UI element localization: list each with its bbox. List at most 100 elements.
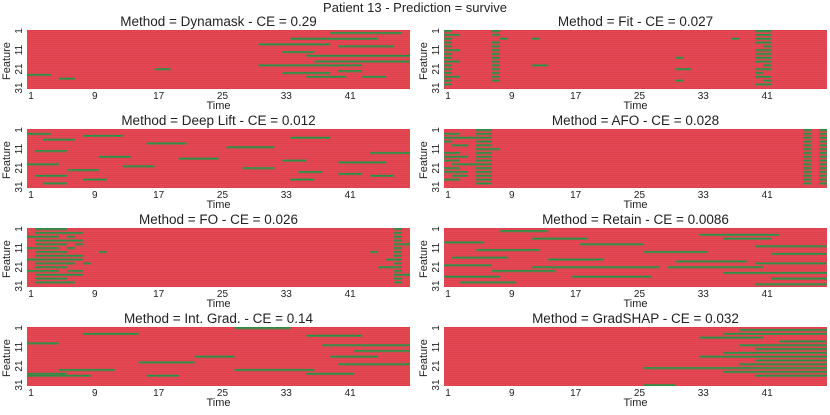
heatmap-cell [675, 68, 692, 71]
heatmap-cell [755, 56, 772, 59]
heatmap-cell [34, 262, 75, 265]
heatmap-cell [803, 144, 812, 147]
heatmap-cell [755, 75, 772, 78]
y-axis-label: Feature [418, 140, 430, 179]
y-tick-label: 11 [14, 44, 25, 56]
heatmap-cell [803, 140, 812, 143]
heatmap-cell [803, 132, 812, 136]
heatmap-panel [27, 30, 410, 89]
y-tick-label: 11 [431, 242, 442, 254]
heatmap-cell [290, 178, 315, 181]
heatmap-cell [779, 340, 827, 343]
heatmap-cell [531, 64, 548, 67]
y-axis-label: Feature [1, 239, 13, 278]
heatmap-cell [723, 370, 827, 374]
heatmap-cell [475, 136, 492, 139]
x-tick-label: 9 [509, 91, 515, 102]
heatmap-cell [803, 151, 812, 155]
heatmap-cell [306, 372, 355, 375]
heatmap-cell [444, 37, 452, 40]
heatmap-cell [499, 37, 508, 40]
heatmap-cell [491, 60, 500, 63]
heatmap-cell [763, 45, 772, 48]
heatmap-cell [803, 129, 812, 132]
x-tick-label: 41 [761, 388, 773, 399]
heatmap-cell [803, 136, 812, 139]
heatmap-cell [755, 30, 772, 33]
heatmap-cell [82, 178, 107, 181]
heatmap-cell [755, 347, 827, 351]
heatmap-cell [234, 368, 315, 372]
heatmap-cell [74, 243, 83, 246]
y-tick-label: 1 [431, 325, 442, 331]
heatmap-cell [58, 368, 115, 372]
heatmap-cell [755, 52, 772, 56]
heatmap-cell [290, 136, 331, 139]
y-tick-label: 11 [14, 143, 25, 155]
y-tick-label: 21 [431, 261, 442, 273]
heatmap-cell [755, 262, 827, 265]
heatmap-cell [444, 170, 468, 174]
heatmap-cell [763, 79, 772, 82]
panel-title: Method = Deep Lift - CE = 0.012 [121, 113, 316, 128]
x-tick-label: 33 [697, 91, 709, 102]
heatmap-cell [282, 159, 307, 162]
x-tick-label: 17 [153, 289, 165, 300]
heatmap-cell [491, 56, 500, 59]
heatmap-cell [354, 349, 410, 353]
heatmap-cell [258, 64, 363, 67]
y-tick-label: 31 [14, 280, 25, 292]
heatmap-svg [444, 30, 827, 88]
panel-title: Method = GradSHAP - CE = 0.032 [532, 311, 739, 326]
heatmap-cell [723, 351, 827, 355]
y-tick-label: 21 [431, 162, 442, 174]
y-tick-label: 11 [431, 341, 442, 353]
panel-title: Method = FO - CE = 0.026 [138, 212, 299, 227]
heatmap-cell [531, 266, 660, 269]
heatmap-cell [803, 163, 812, 166]
heatmap-cell [819, 151, 827, 155]
heatmap-cell [27, 163, 59, 166]
heatmap-cell [122, 165, 155, 168]
heatmap-cell [819, 148, 827, 151]
heatmap-cell [298, 170, 323, 174]
heatmap-cell [763, 64, 772, 67]
heatmap-cell [34, 266, 67, 269]
heatmap-cell [803, 155, 812, 158]
y-axis-label: Feature [1, 41, 13, 80]
heatmap-cell [66, 269, 83, 273]
heatmap-cell [338, 45, 395, 48]
heatmap-cell [444, 33, 460, 37]
heatmap-cell [394, 277, 403, 280]
heatmap-cell [338, 161, 387, 164]
heatmap-cell [34, 231, 83, 235]
x-tick-label: 17 [570, 190, 582, 201]
heatmap-cell [290, 37, 379, 40]
heatmap-cell [34, 239, 83, 242]
x-tick-label: 41 [761, 289, 773, 300]
y-tick-label: 31 [14, 181, 25, 193]
x-tick-label: 9 [509, 388, 515, 399]
heatmap-cell [491, 33, 500, 37]
heatmap-cell [444, 45, 452, 48]
heatmap-cell [362, 75, 387, 78]
heatmap-cell [444, 71, 452, 75]
heatmap-panel [444, 30, 827, 89]
heatmap-cell [819, 132, 827, 136]
heatmap-cell [723, 271, 827, 275]
heatmap-cell [322, 344, 410, 347]
heatmap-svg [444, 229, 827, 286]
x-axis-label: Time [623, 397, 648, 409]
heatmap-cell [803, 167, 812, 170]
heatmap-cell [378, 266, 403, 269]
heatmap-cell [475, 174, 492, 177]
heatmap-cell [330, 31, 403, 35]
heatmap-cell [444, 30, 452, 33]
heatmap-cell [27, 372, 67, 375]
y-tick-label: 21 [431, 63, 442, 75]
heatmap-cell [370, 250, 379, 254]
heatmap-cell [98, 250, 107, 254]
heatmap-cell [739, 344, 827, 347]
heatmap-cell [282, 50, 315, 54]
x-tick-label: 1 [28, 289, 34, 300]
